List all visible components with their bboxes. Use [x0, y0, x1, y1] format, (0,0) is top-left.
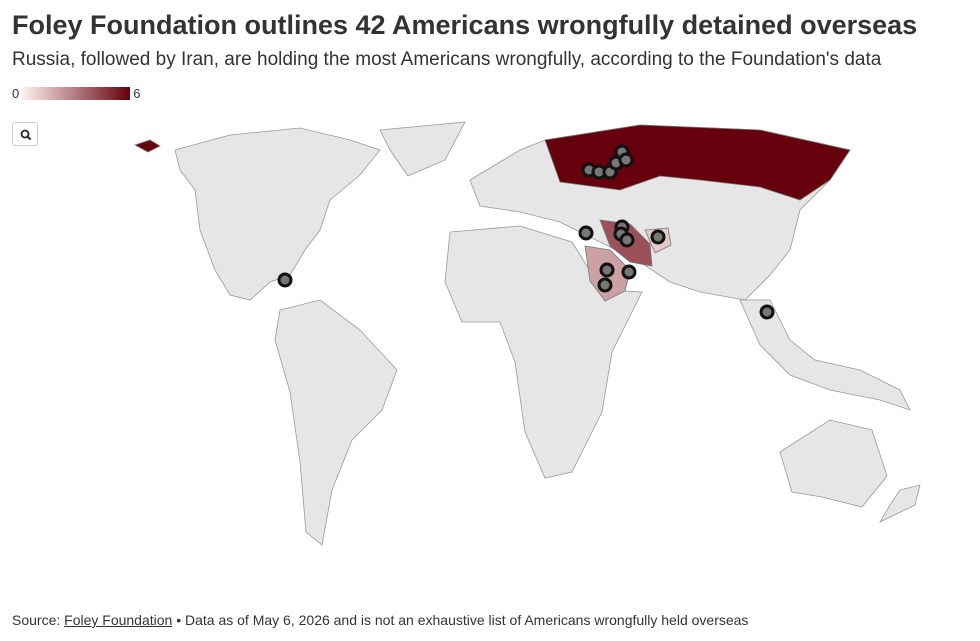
legend-max: 6 [133, 86, 141, 101]
footer-note: • Data as of May 6, 2026 and is not an e… [176, 612, 749, 628]
marker[interactable] [759, 304, 775, 320]
marker[interactable] [619, 232, 635, 248]
zoom-button[interactable] [12, 122, 38, 146]
subtitle: Russia, followed by Iran, are holding th… [12, 49, 882, 70]
marker[interactable] [277, 272, 293, 288]
marker[interactable] [578, 225, 594, 241]
map [133, 121, 921, 546]
region[interactable] [133, 139, 161, 153]
region[interactable] [544, 124, 851, 201]
markers [277, 144, 775, 320]
legend-min: 0 [12, 86, 20, 101]
marker[interactable] [599, 262, 615, 278]
footer: Source: Foley Foundation • Data as of Ma… [12, 612, 748, 628]
marker[interactable] [650, 229, 666, 245]
legend: 0 6 [12, 86, 140, 101]
marker[interactable] [618, 152, 634, 168]
marker[interactable] [621, 264, 637, 280]
marker[interactable] [597, 277, 613, 293]
source-label: Source: [12, 612, 61, 628]
choropleth [133, 124, 851, 302]
source-link[interactable]: Foley Foundation [64, 612, 173, 628]
legend-bar [22, 87, 131, 100]
title: Foley Foundation outlines 42 Americans w… [12, 10, 918, 40]
